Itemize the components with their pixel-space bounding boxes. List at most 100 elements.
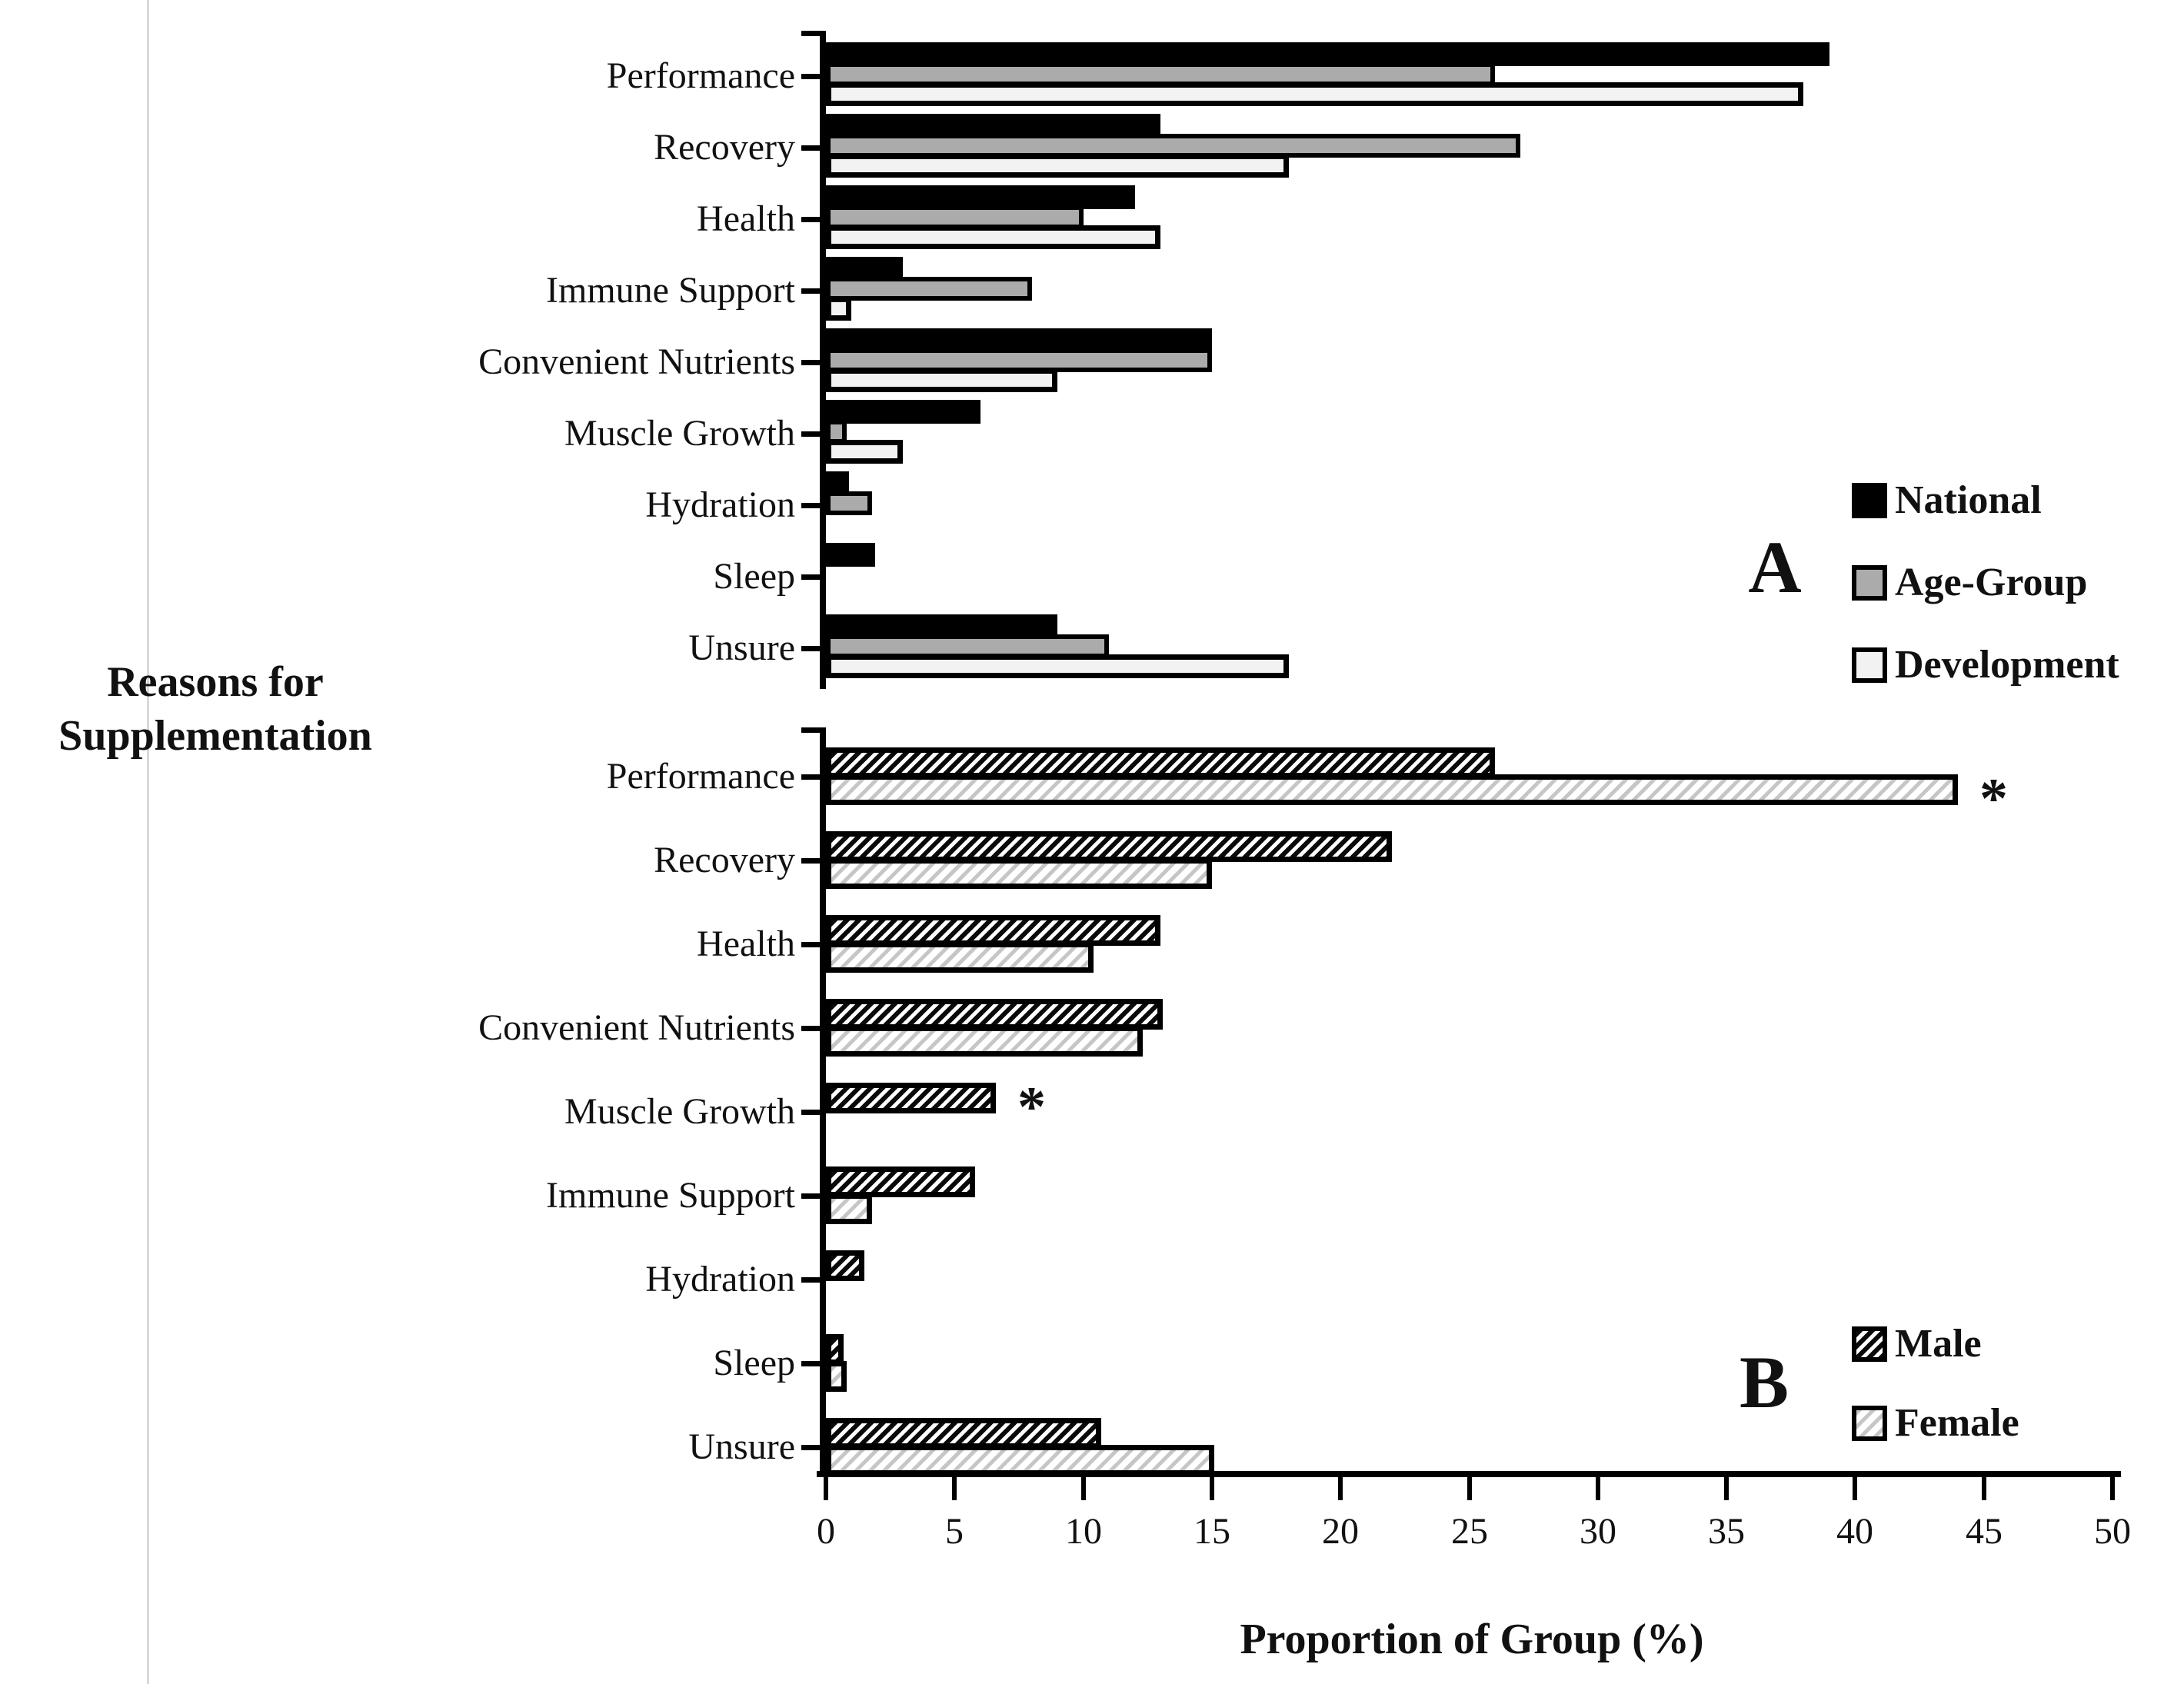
panel-a-bar-hydration-age-group bbox=[826, 491, 872, 515]
x-tick-40 bbox=[1853, 1477, 1857, 1500]
panel-b-y-axis-cap-tick bbox=[801, 727, 826, 733]
x-tick-label-15: 15 bbox=[1194, 1511, 1230, 1552]
panel-a-y-axis-cap-tick bbox=[801, 31, 826, 36]
x-tick-50 bbox=[2110, 1477, 2115, 1500]
legend-item-development: Development bbox=[1852, 624, 2119, 706]
legend-label-age-group: Age-Group bbox=[1895, 561, 2088, 604]
legend-swatch-male-icon bbox=[1852, 1326, 1887, 1362]
panel-b-bar-convenient-nutrients-female bbox=[826, 1026, 1143, 1057]
legend-panel-b: Male Female bbox=[1852, 1304, 2019, 1463]
legend-label-development: Development bbox=[1895, 643, 2119, 687]
panel-a-y-tick-convenient-nutrients bbox=[801, 360, 826, 365]
panel-a-category-label-convenient-nutrients: Convenient Nutrients bbox=[478, 341, 795, 382]
panel-a-y-tick-unsure bbox=[801, 646, 826, 651]
panel-a-bar-recovery-development bbox=[826, 154, 1289, 178]
panel-a-category-label-performance: Performance bbox=[606, 55, 795, 96]
x-axis-title: Proportion of Group (%) bbox=[1240, 1616, 1704, 1663]
panel-b-category-label-performance: Performance bbox=[606, 756, 795, 797]
panel-b-bar-sleep-male bbox=[826, 1334, 844, 1365]
panel-b-bar-immune-support-male bbox=[826, 1166, 975, 1197]
panel-a-bar-performance-national bbox=[826, 42, 1829, 66]
x-tick-35 bbox=[1724, 1477, 1729, 1500]
legend-panel-a: National Age-Group Development bbox=[1852, 459, 2119, 706]
panel-b-y-tick-muscle-growth bbox=[801, 1110, 826, 1115]
x-tick-0 bbox=[824, 1477, 828, 1500]
panel-a-y-tick-muscle-growth bbox=[801, 431, 826, 437]
panel-b-bar-muscle-growth-male bbox=[826, 1083, 996, 1113]
panel-b-category-label-hydration: Hydration bbox=[645, 1259, 795, 1300]
panel-a-bar-recovery-national bbox=[826, 114, 1160, 138]
panel-a-bar-muscle-growth-development bbox=[826, 440, 903, 464]
panel-b-bar-unsure-male bbox=[826, 1418, 1101, 1449]
panel-a-bar-health-development bbox=[826, 225, 1160, 249]
panel-b-bar-performance-male bbox=[826, 747, 1495, 778]
panel-b-y-tick-performance bbox=[801, 774, 826, 780]
x-tick-label-20: 20 bbox=[1322, 1511, 1359, 1552]
x-tick-label-10: 10 bbox=[1065, 1511, 1102, 1552]
panel-a-category-label-recovery: Recovery bbox=[654, 127, 795, 168]
x-tick-label-35: 35 bbox=[1708, 1511, 1745, 1552]
panel-a-bar-immune-support-development bbox=[826, 297, 851, 321]
panel-b-category-label-sleep: Sleep bbox=[713, 1343, 795, 1383]
panel-b-bar-recovery-female bbox=[826, 858, 1212, 889]
panel-a-bar-hydration-national bbox=[826, 471, 849, 495]
panel-b-bar-sleep-female bbox=[826, 1361, 847, 1392]
panel-b-bar-hydration-male bbox=[826, 1250, 864, 1281]
y-axis-title: Reasons for Supplementation bbox=[8, 655, 423, 763]
panel-b-category-label-immune-support: Immune Support bbox=[546, 1175, 795, 1216]
panel-a-y-tick-immune-support bbox=[801, 288, 826, 294]
panel-b-bar-recovery-male bbox=[826, 831, 1392, 862]
panel-b-y-axis bbox=[820, 727, 826, 1477]
panel-a-category-label-muscle-growth: Muscle Growth bbox=[564, 413, 795, 454]
panel-b-y-tick-unsure bbox=[801, 1445, 826, 1450]
panel-b-bar-immune-support-female bbox=[826, 1193, 872, 1224]
x-tick-label-50: 50 bbox=[2094, 1511, 2131, 1552]
panel-b-asterisk-muscle-growth-male: * bbox=[1017, 1076, 1046, 1139]
panel-b-y-tick-health bbox=[801, 942, 826, 947]
panel-a-bar-sleep-national bbox=[826, 543, 875, 567]
panel-a-bar-immune-support-national bbox=[826, 257, 903, 281]
legend-item-male: Male bbox=[1852, 1304, 2019, 1383]
panel-a-label: A bbox=[1748, 526, 1802, 608]
y-axis-title-line1: Reasons for bbox=[107, 658, 324, 706]
panel-a-bar-performance-development bbox=[826, 82, 1803, 106]
x-tick-label-45: 45 bbox=[1966, 1511, 2003, 1552]
legend-label-male: Male bbox=[1895, 1322, 1982, 1366]
panel-a-category-label-unsure: Unsure bbox=[688, 627, 795, 668]
panel-b-y-tick-immune-support bbox=[801, 1193, 826, 1199]
panel-a-bar-convenient-nutrients-national bbox=[826, 328, 1212, 352]
x-tick-label-5: 5 bbox=[945, 1511, 964, 1552]
legend-label-female: Female bbox=[1895, 1401, 2019, 1445]
x-tick-label-0: 0 bbox=[817, 1511, 835, 1552]
panel-b-category-label-health: Health bbox=[697, 924, 795, 964]
panel-a-category-label-immune-support: Immune Support bbox=[546, 270, 795, 311]
panel-b-label: B bbox=[1739, 1341, 1789, 1423]
panel-a-y-tick-recovery bbox=[801, 145, 826, 151]
legend-item-age-group: Age-Group bbox=[1852, 541, 2119, 624]
panel-a-bar-convenient-nutrients-development bbox=[826, 368, 1057, 392]
panel-a-bar-muscle-growth-national bbox=[826, 400, 980, 424]
legend-item-national: National bbox=[1852, 459, 2119, 541]
panel-b-category-label-recovery: Recovery bbox=[654, 840, 795, 880]
y-axis-title-line2: Supplementation bbox=[58, 712, 372, 760]
panel-a-bar-health-national bbox=[826, 185, 1135, 209]
panel-b-bar-performance-female bbox=[826, 774, 1958, 805]
panel-b-y-tick-convenient-nutrients bbox=[801, 1026, 826, 1031]
panel-a-bar-unsure-development bbox=[826, 654, 1289, 678]
panel-b-category-label-unsure: Unsure bbox=[688, 1426, 795, 1467]
panel-a-bar-unsure-national bbox=[826, 614, 1057, 638]
x-tick-45 bbox=[1982, 1477, 1986, 1500]
panel-b-bar-convenient-nutrients-male bbox=[826, 999, 1163, 1030]
panel-a-category-label-health: Health bbox=[697, 198, 795, 239]
panel-b-y-tick-recovery bbox=[801, 858, 826, 864]
page-edge-line bbox=[147, 0, 149, 1684]
legend-swatch-female-icon bbox=[1852, 1405, 1887, 1441]
x-tick-30 bbox=[1596, 1477, 1600, 1500]
panel-b-bar-health-female bbox=[826, 942, 1094, 973]
panel-a-category-label-sleep: Sleep bbox=[713, 556, 795, 597]
panel-a-bar-immune-support-age-group bbox=[826, 277, 1032, 301]
legend-swatch-development-icon bbox=[1852, 647, 1887, 683]
panel-b-category-label-convenient-nutrients: Convenient Nutrients bbox=[478, 1007, 795, 1048]
x-tick-label-30: 30 bbox=[1580, 1511, 1616, 1552]
